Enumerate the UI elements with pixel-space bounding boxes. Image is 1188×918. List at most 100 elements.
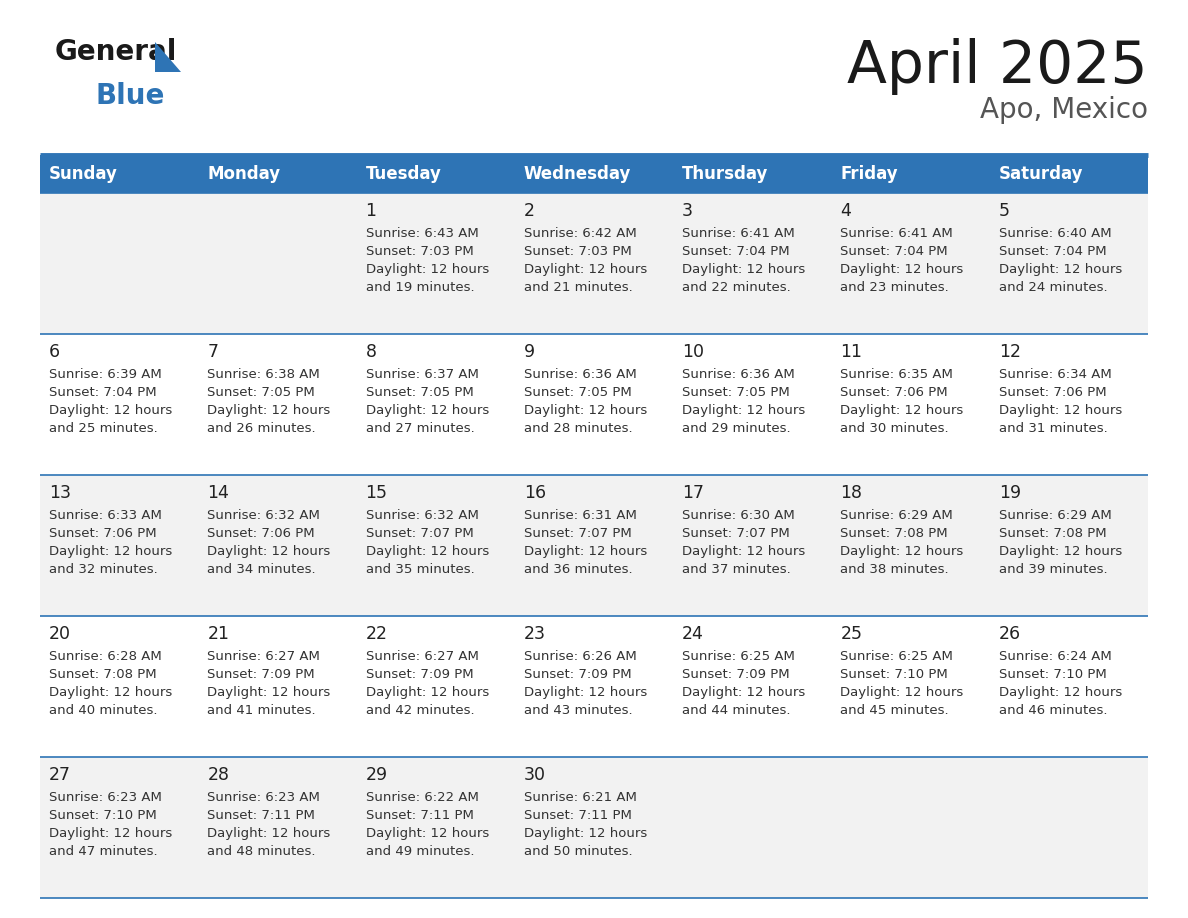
- Text: Sunset: 7:05 PM: Sunset: 7:05 PM: [682, 386, 790, 399]
- FancyBboxPatch shape: [198, 475, 356, 616]
- Text: and 49 minutes.: and 49 minutes.: [366, 845, 474, 858]
- Text: and 30 minutes.: and 30 minutes.: [840, 422, 949, 435]
- Text: Daylight: 12 hours: Daylight: 12 hours: [207, 686, 330, 699]
- FancyBboxPatch shape: [514, 616, 674, 757]
- Text: Sunrise: 6:24 AM: Sunrise: 6:24 AM: [999, 650, 1112, 663]
- FancyBboxPatch shape: [990, 334, 1148, 475]
- FancyBboxPatch shape: [514, 757, 674, 898]
- Text: Daylight: 12 hours: Daylight: 12 hours: [524, 686, 647, 699]
- Text: Daylight: 12 hours: Daylight: 12 hours: [840, 686, 963, 699]
- Text: General: General: [55, 38, 177, 66]
- Text: 1: 1: [366, 202, 377, 220]
- Text: Daylight: 12 hours: Daylight: 12 hours: [207, 545, 330, 558]
- Text: Sunset: 7:10 PM: Sunset: 7:10 PM: [49, 809, 157, 822]
- Text: Daylight: 12 hours: Daylight: 12 hours: [366, 827, 488, 840]
- FancyBboxPatch shape: [674, 193, 832, 334]
- FancyBboxPatch shape: [514, 334, 674, 475]
- Text: and 47 minutes.: and 47 minutes.: [49, 845, 158, 858]
- Text: Sunset: 7:10 PM: Sunset: 7:10 PM: [999, 668, 1106, 681]
- FancyBboxPatch shape: [198, 334, 356, 475]
- FancyBboxPatch shape: [40, 155, 198, 193]
- FancyBboxPatch shape: [356, 334, 514, 475]
- Text: 29: 29: [366, 766, 387, 784]
- Text: and 32 minutes.: and 32 minutes.: [49, 563, 158, 576]
- Text: and 35 minutes.: and 35 minutes.: [366, 563, 474, 576]
- Text: Sunrise: 6:27 AM: Sunrise: 6:27 AM: [207, 650, 320, 663]
- Text: Blue: Blue: [95, 82, 164, 110]
- Text: 14: 14: [207, 484, 229, 502]
- Text: Sunset: 7:03 PM: Sunset: 7:03 PM: [524, 245, 632, 258]
- Text: Sunset: 7:05 PM: Sunset: 7:05 PM: [207, 386, 315, 399]
- Text: 3: 3: [682, 202, 693, 220]
- FancyBboxPatch shape: [356, 475, 514, 616]
- Text: and 36 minutes.: and 36 minutes.: [524, 563, 632, 576]
- Text: Sunrise: 6:31 AM: Sunrise: 6:31 AM: [524, 509, 637, 522]
- FancyBboxPatch shape: [832, 757, 990, 898]
- Text: and 45 minutes.: and 45 minutes.: [840, 704, 949, 717]
- FancyBboxPatch shape: [674, 155, 832, 193]
- FancyBboxPatch shape: [832, 193, 990, 334]
- Text: Sunrise: 6:41 AM: Sunrise: 6:41 AM: [840, 227, 953, 240]
- Text: Daylight: 12 hours: Daylight: 12 hours: [840, 263, 963, 276]
- Text: 17: 17: [682, 484, 704, 502]
- Text: 25: 25: [840, 625, 862, 643]
- Polygon shape: [154, 42, 181, 72]
- Text: 22: 22: [366, 625, 387, 643]
- Text: Sunrise: 6:36 AM: Sunrise: 6:36 AM: [524, 368, 637, 381]
- Text: 7: 7: [207, 343, 219, 361]
- Text: 6: 6: [49, 343, 61, 361]
- Text: Sunrise: 6:33 AM: Sunrise: 6:33 AM: [49, 509, 162, 522]
- Text: Sunrise: 6:25 AM: Sunrise: 6:25 AM: [682, 650, 795, 663]
- FancyBboxPatch shape: [356, 193, 514, 334]
- Text: Daylight: 12 hours: Daylight: 12 hours: [207, 827, 330, 840]
- Text: Sunset: 7:09 PM: Sunset: 7:09 PM: [366, 668, 473, 681]
- Text: Sunset: 7:07 PM: Sunset: 7:07 PM: [524, 527, 632, 540]
- Text: Sunrise: 6:21 AM: Sunrise: 6:21 AM: [524, 791, 637, 804]
- Text: and 39 minutes.: and 39 minutes.: [999, 563, 1107, 576]
- FancyBboxPatch shape: [356, 155, 514, 193]
- Text: and 41 minutes.: and 41 minutes.: [207, 704, 316, 717]
- Text: Daylight: 12 hours: Daylight: 12 hours: [840, 545, 963, 558]
- Text: Daylight: 12 hours: Daylight: 12 hours: [524, 404, 647, 417]
- Text: 21: 21: [207, 625, 229, 643]
- Text: Sunrise: 6:32 AM: Sunrise: 6:32 AM: [207, 509, 320, 522]
- Text: Sunset: 7:10 PM: Sunset: 7:10 PM: [840, 668, 948, 681]
- Text: and 21 minutes.: and 21 minutes.: [524, 281, 632, 294]
- FancyBboxPatch shape: [40, 334, 198, 475]
- FancyBboxPatch shape: [832, 616, 990, 757]
- Text: Daylight: 12 hours: Daylight: 12 hours: [840, 404, 963, 417]
- FancyBboxPatch shape: [198, 757, 356, 898]
- Text: Sunset: 7:04 PM: Sunset: 7:04 PM: [682, 245, 790, 258]
- FancyBboxPatch shape: [198, 155, 356, 193]
- Text: Daylight: 12 hours: Daylight: 12 hours: [49, 545, 172, 558]
- Text: Sunday: Sunday: [49, 165, 118, 183]
- Text: Sunset: 7:08 PM: Sunset: 7:08 PM: [49, 668, 157, 681]
- Text: Wednesday: Wednesday: [524, 165, 631, 183]
- Text: Sunrise: 6:41 AM: Sunrise: 6:41 AM: [682, 227, 795, 240]
- Text: Daylight: 12 hours: Daylight: 12 hours: [999, 545, 1121, 558]
- Text: and 27 minutes.: and 27 minutes.: [366, 422, 474, 435]
- Text: Sunset: 7:08 PM: Sunset: 7:08 PM: [840, 527, 948, 540]
- Text: Sunset: 7:11 PM: Sunset: 7:11 PM: [366, 809, 474, 822]
- Text: and 22 minutes.: and 22 minutes.: [682, 281, 791, 294]
- FancyBboxPatch shape: [832, 155, 990, 193]
- FancyBboxPatch shape: [832, 334, 990, 475]
- Text: Sunset: 7:04 PM: Sunset: 7:04 PM: [49, 386, 157, 399]
- FancyBboxPatch shape: [40, 475, 198, 616]
- FancyBboxPatch shape: [40, 193, 198, 334]
- FancyBboxPatch shape: [990, 475, 1148, 616]
- Text: 15: 15: [366, 484, 387, 502]
- Text: and 19 minutes.: and 19 minutes.: [366, 281, 474, 294]
- FancyBboxPatch shape: [356, 757, 514, 898]
- Text: Daylight: 12 hours: Daylight: 12 hours: [366, 263, 488, 276]
- FancyBboxPatch shape: [990, 616, 1148, 757]
- Text: Daylight: 12 hours: Daylight: 12 hours: [682, 686, 805, 699]
- FancyBboxPatch shape: [40, 616, 198, 757]
- Text: and 48 minutes.: and 48 minutes.: [207, 845, 316, 858]
- Text: Tuesday: Tuesday: [366, 165, 442, 183]
- Text: and 37 minutes.: and 37 minutes.: [682, 563, 791, 576]
- Text: Sunset: 7:09 PM: Sunset: 7:09 PM: [682, 668, 790, 681]
- Text: Daylight: 12 hours: Daylight: 12 hours: [999, 263, 1121, 276]
- Text: Daylight: 12 hours: Daylight: 12 hours: [524, 545, 647, 558]
- Text: Sunset: 7:09 PM: Sunset: 7:09 PM: [207, 668, 315, 681]
